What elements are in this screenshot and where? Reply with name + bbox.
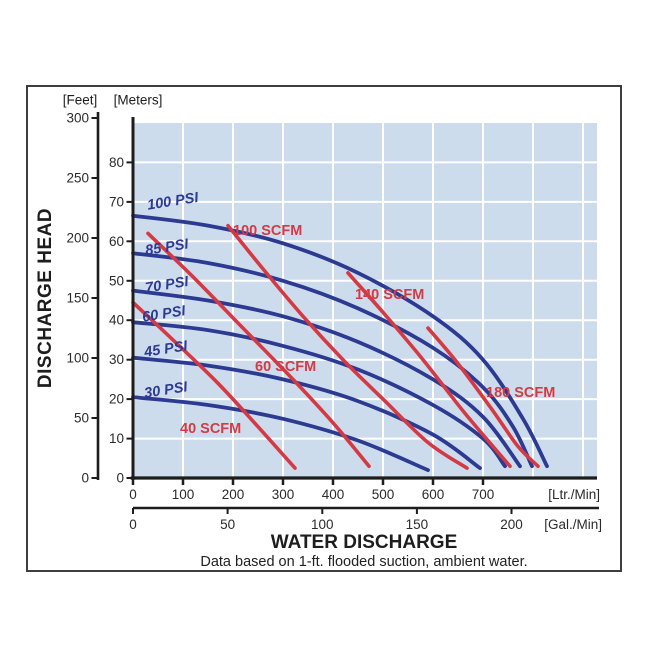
svg-text:0: 0: [129, 517, 137, 532]
curve-100-scfm: [226, 223, 469, 470]
curve-label-85-psi: 85 PSI: [144, 236, 190, 259]
curve-label-45-psi: 45 PSI: [142, 338, 189, 361]
svg-text:0: 0: [129, 487, 137, 502]
svg-text:50: 50: [74, 411, 89, 426]
curve-85-psi: [131, 251, 534, 469]
curve-70-psi: [131, 288, 522, 469]
svg-text:700: 700: [472, 487, 495, 502]
feet-unit-label: [Feet]: [62, 92, 98, 108]
svg-text:100: 100: [172, 487, 195, 502]
svg-text:[Ltr./Min]: [Ltr./Min]: [548, 487, 600, 502]
svg-text:40: 40: [109, 313, 124, 328]
x-axis-title: WATER DISCHARGE: [270, 532, 458, 553]
curve-label-40-scfm: 40 SCFM: [180, 421, 241, 437]
svg-text:10: 10: [109, 431, 124, 446]
svg-text:150: 150: [406, 517, 429, 532]
svg-text:400: 400: [322, 487, 345, 502]
svg-text:100: 100: [311, 517, 334, 532]
svg-text:50: 50: [109, 273, 124, 288]
svg-text:80: 80: [109, 155, 124, 170]
curve-30-psi: [131, 395, 430, 472]
svg-text:70: 70: [109, 194, 124, 209]
svg-text:100: 100: [66, 351, 89, 366]
footnote: Data based on 1-ft. flooded suction, amb…: [200, 554, 528, 570]
svg-text:20: 20: [109, 392, 124, 407]
curve-label-180-scfm: 180 SCFM: [486, 385, 555, 401]
svg-text:[Gal./Min]: [Gal./Min]: [544, 517, 602, 532]
curve-label-30-psi: 30 PSI: [143, 379, 189, 402]
svg-text:50: 50: [220, 517, 235, 532]
svg-text:300: 300: [66, 111, 89, 126]
y-axis-title: DISCHARGE HEAD: [35, 207, 56, 389]
svg-text:0: 0: [81, 471, 89, 486]
svg-text:500: 500: [372, 487, 395, 502]
curve-label-70-psi: 70 PSI: [144, 274, 190, 297]
curve-140-scfm: [346, 271, 512, 468]
svg-text:600: 600: [422, 487, 445, 502]
svg-text:150: 150: [66, 291, 89, 306]
svg-text:200: 200: [500, 517, 523, 532]
meters-unit-label: [Meters]: [113, 92, 163, 108]
svg-text:200: 200: [222, 487, 245, 502]
curve-60-psi: [131, 320, 507, 469]
curve-label-100-scfm: 100 SCFM: [233, 223, 302, 239]
curve-60-scfm: [146, 231, 371, 468]
svg-text:60: 60: [109, 234, 124, 249]
curve-100-psi: [131, 213, 549, 469]
curve-180-scfm: [426, 326, 540, 468]
svg-text:300: 300: [272, 487, 295, 502]
svg-text:250: 250: [66, 171, 89, 186]
pump-curves: [131, 213, 549, 472]
curve-label-140-scfm: 140 SCFM: [355, 287, 424, 303]
svg-text:30: 30: [109, 352, 124, 367]
svg-text:0: 0: [116, 471, 124, 486]
curve-40-scfm: [131, 300, 297, 470]
svg-text:200: 200: [66, 231, 89, 246]
curve-label-60-scfm: 60 SCFM: [255, 359, 316, 375]
curve-label-60-psi: 60 PSI: [141, 303, 187, 326]
